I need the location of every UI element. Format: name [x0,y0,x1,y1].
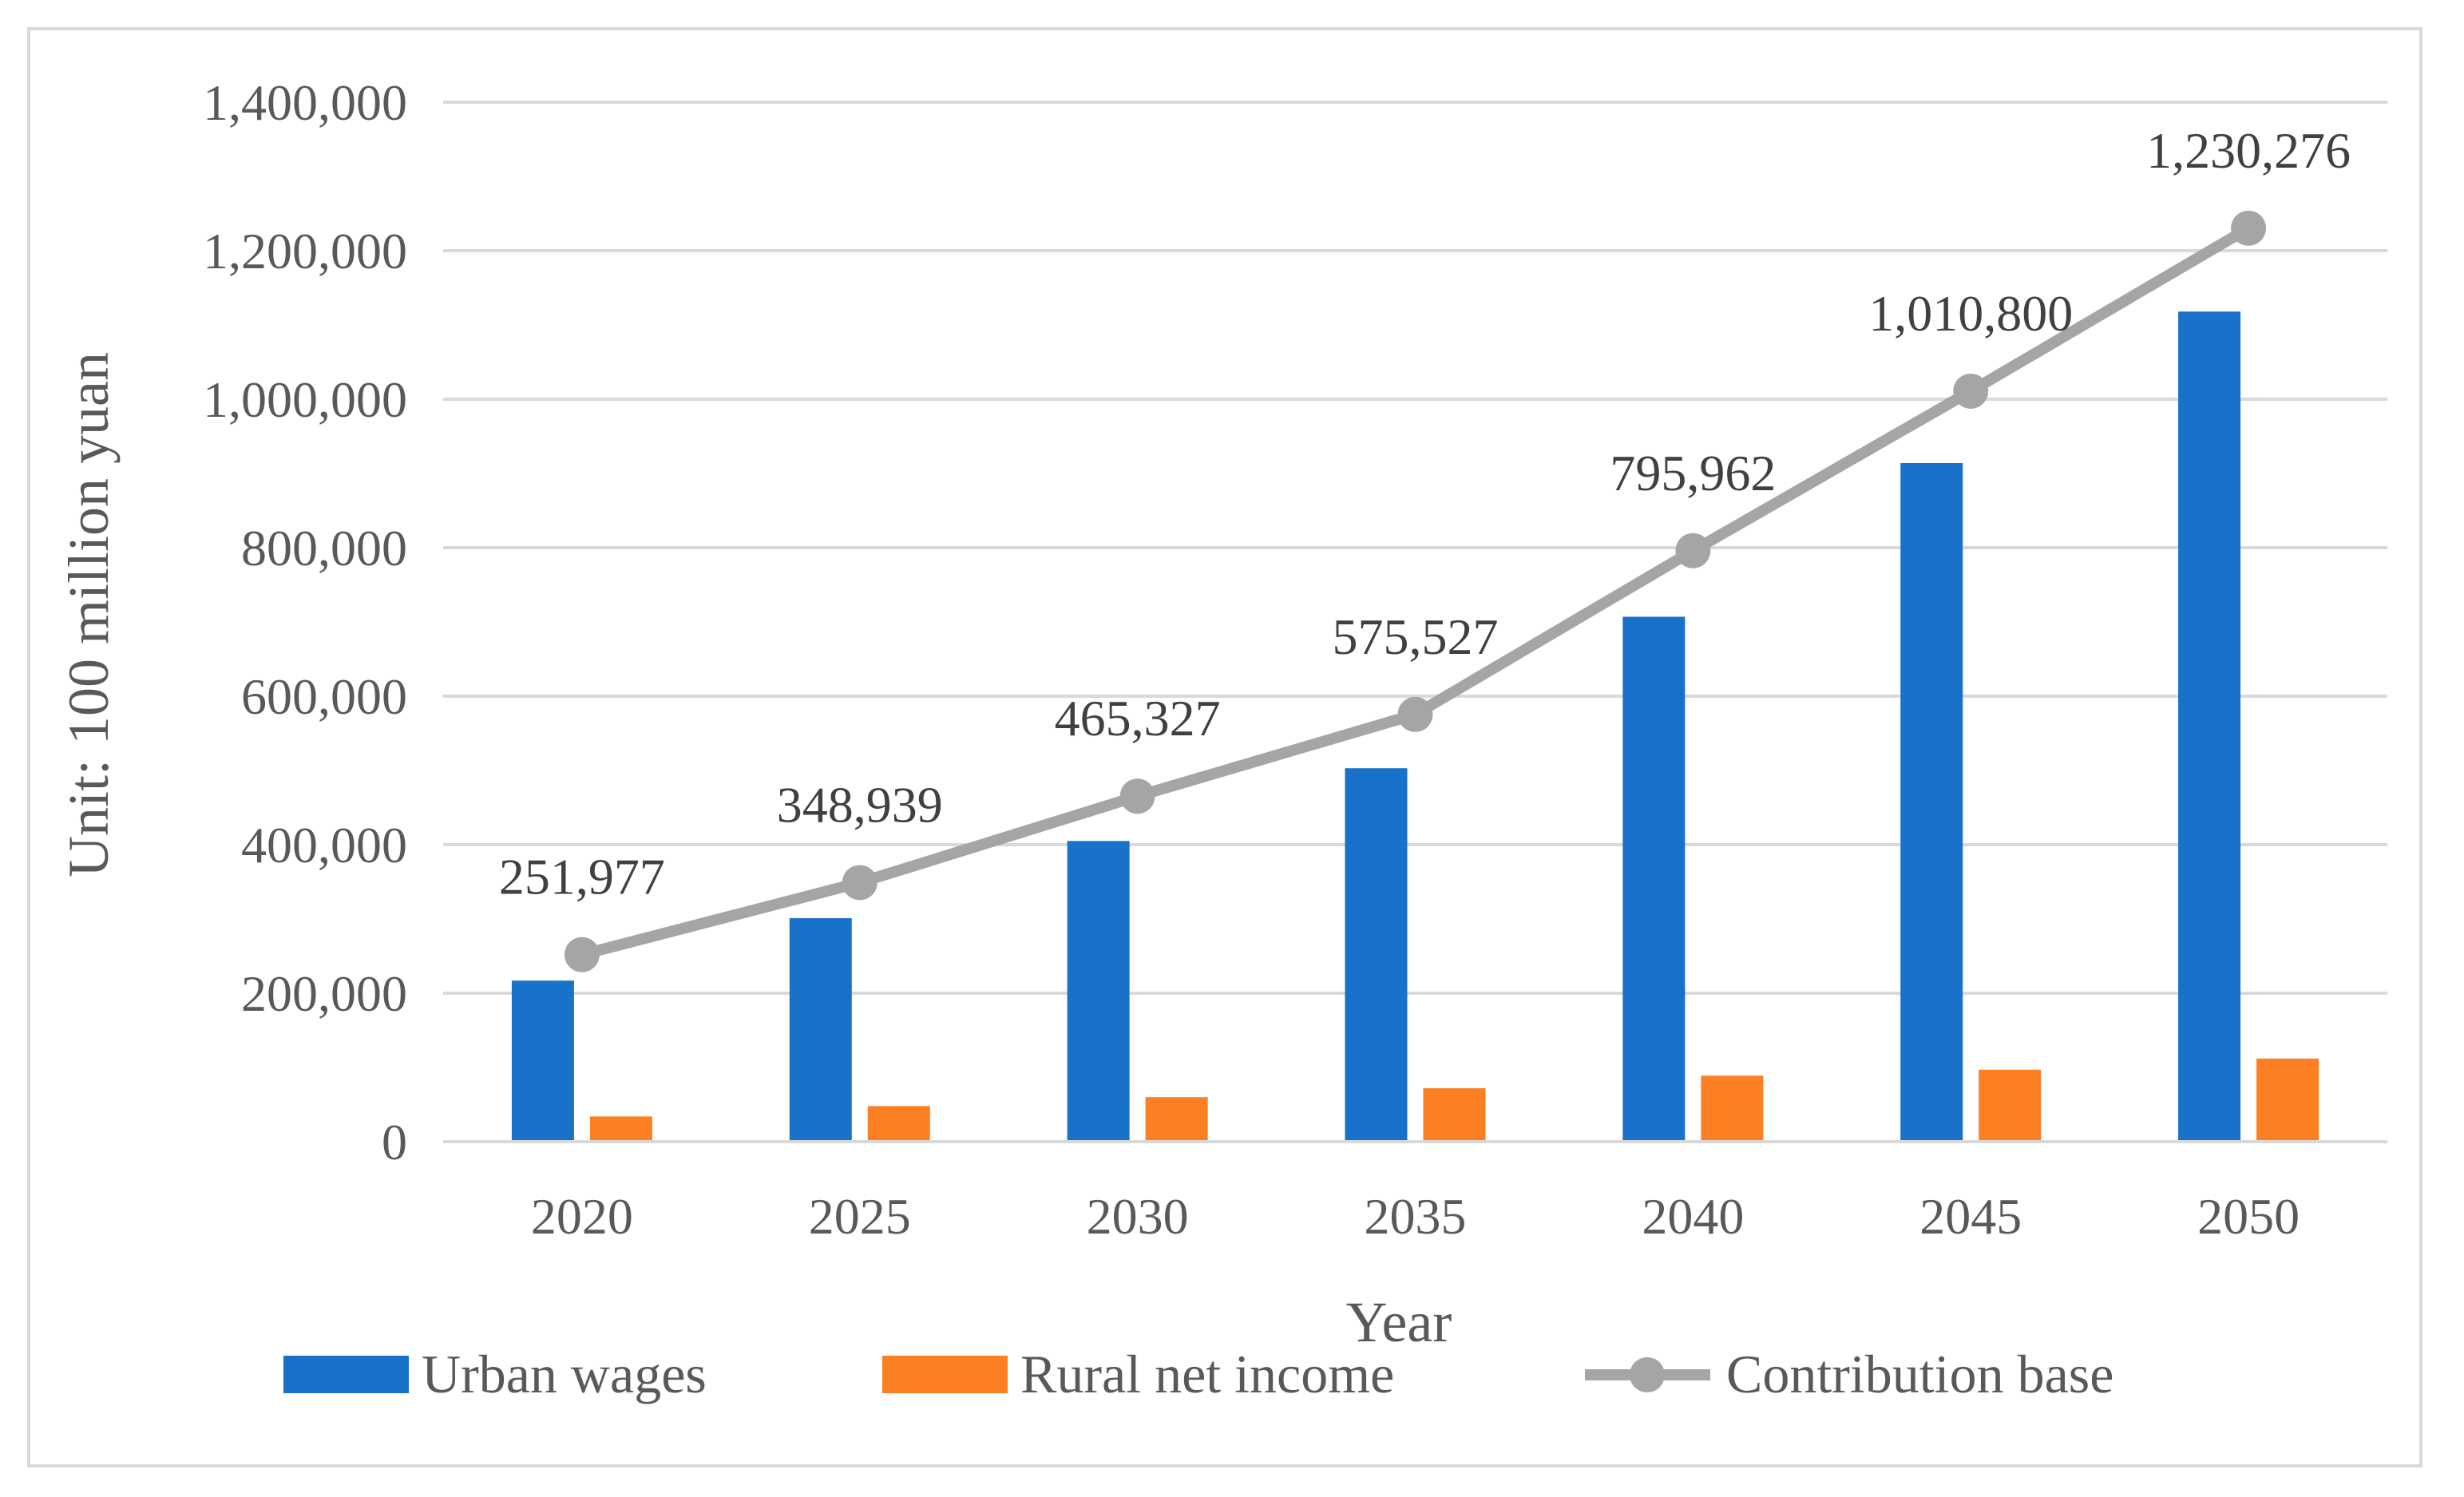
point-contribution-base [842,865,877,901]
y-tick-label: 1,400,000 [203,74,407,131]
chart-frame [27,27,2422,1467]
x-tick-label: 2040 [1642,1188,1744,1245]
legend-swatch-urban-wages [283,1356,409,1393]
point-contribution-base [1953,373,1989,409]
data-label-contribution-base: 795,962 [1610,445,1776,501]
point-contribution-base [1119,778,1155,814]
legend-swatch-rural-net-income [882,1356,1008,1393]
bar-urban-wages [1067,841,1130,1142]
legend-label-rural-net-income: Rural net income [1020,1344,1394,1404]
bars [511,311,2319,1142]
x-tick-label: 2020 [531,1188,633,1245]
gridlines [443,101,2387,995]
x-tick-label: 2050 [2197,1188,2300,1245]
point-contribution-base [1675,533,1711,568]
y-tick-label: 400,000 [241,817,407,873]
y-tick-label: 1,200,000 [203,223,407,279]
bar-rural-net-income [1701,1075,1764,1142]
data-label-contribution-base: 465,327 [1055,690,1221,747]
bar-urban-wages [511,980,574,1142]
legend: Urban wages Rural net income Contributio… [283,1344,2113,1404]
data-label-contribution-base: 575,527 [1333,608,1499,665]
y-axis-ticks: 0 200,000 400,000 600,000 800,000 1,000,000 1,… [203,74,407,1170]
bar-urban-wages [1345,768,1408,1142]
data-label-contribution-base: 348,939 [777,776,943,833]
bar-rural-net-income [867,1106,930,1142]
point-contribution-base [564,937,600,972]
bar-urban-wages [2178,311,2241,1142]
point-contribution-base [1397,696,1433,732]
data-label-contribution-base: 1,230,276 [2146,122,2351,179]
y-tick-label: 0 [382,1114,407,1170]
bar-urban-wages [789,918,852,1142]
x-tick-label: 2025 [809,1188,911,1245]
y-tick-label: 600,000 [241,668,407,725]
point-contribution-base [2231,210,2267,246]
bar-urban-wages [1622,616,1686,1142]
bar-rural-net-income [589,1116,652,1142]
y-tick-label: 200,000 [241,965,407,1022]
data-label-contribution-base: 251,977 [499,849,665,905]
x-tick-label: 2030 [1087,1188,1189,1245]
x-tick-label: 2045 [1919,1188,2022,1245]
legend-marker-contribution-base [1630,1357,1665,1392]
bar-rural-net-income [2256,1058,2319,1142]
bar-rural-net-income [1423,1088,1486,1142]
y-axis-title: Unit: 100 million yuan [57,352,121,877]
y-tick-label: 800,000 [241,520,407,576]
x-axis-title: Year [1346,1290,1452,1354]
data-label-contribution-base: 1,010,800 [1868,285,2073,342]
x-tick-label: 2035 [1365,1188,1467,1245]
line-series [564,210,2267,972]
bar-rural-net-income [1979,1069,2042,1142]
data-labels: 251,977 348,939 465,327 575,527 795,962 1,010… [499,122,2351,905]
legend-label-contribution-base: Contribution base [1726,1344,2113,1404]
legend-label-urban-wages: Urban wages [422,1344,707,1404]
bar-rural-net-income [1145,1097,1208,1142]
y-tick-label: 1,000,000 [203,371,407,428]
x-axis-ticks: 2020 2025 2030 2035 2040 2045 2050 [531,1188,2300,1245]
bar-urban-wages [1900,462,1963,1142]
